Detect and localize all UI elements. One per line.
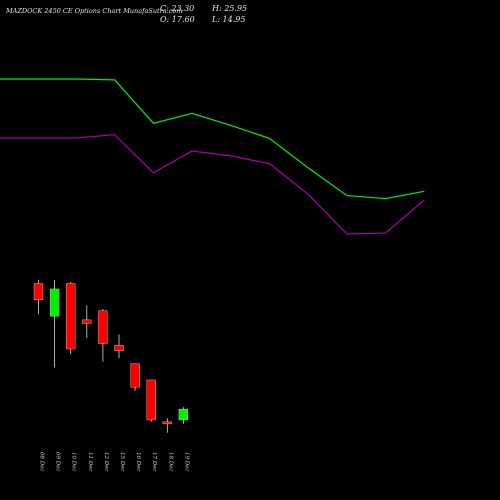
x-tick-label: 12 Dec bbox=[103, 452, 109, 472]
candle-body bbox=[33, 283, 44, 301]
series-line-1 bbox=[0, 78, 425, 200]
candle-body bbox=[130, 363, 140, 388]
candle bbox=[130, 363, 140, 391]
candle-body bbox=[82, 319, 92, 324]
x-tick-label: 10 Dec bbox=[71, 452, 77, 472]
candle bbox=[82, 305, 92, 339]
candle bbox=[33, 279, 44, 315]
high-value: H: 25.95 bbox=[212, 4, 248, 13]
candle bbox=[114, 334, 124, 359]
x-tick-label: 17 Dec bbox=[151, 452, 157, 472]
x-tick-label: 15 Dec bbox=[119, 452, 125, 472]
candle bbox=[49, 279, 60, 368]
x-tick-label: 08 Dec bbox=[39, 452, 45, 472]
candle bbox=[66, 281, 76, 355]
candle-body bbox=[98, 310, 108, 344]
x-axis-labels: 08 Dec 09 Dec 10 Dec 11 Dec 12 Dec 15 Dec 16 D… bbox=[39, 452, 190, 472]
candle-body bbox=[146, 379, 156, 421]
candle bbox=[98, 308, 108, 362]
x-tick-label: 16 Dec bbox=[135, 452, 141, 472]
candle-body bbox=[114, 345, 124, 351]
x-tick-label: 18 Dec bbox=[167, 452, 173, 472]
candle-body bbox=[66, 283, 76, 350]
indicator-lines bbox=[0, 78, 425, 235]
close-value: C: 23.30 bbox=[160, 4, 195, 13]
candle-body bbox=[162, 421, 172, 424]
x-tick-label: 19 Dec bbox=[183, 452, 189, 472]
open-value: O: 17.60 bbox=[160, 15, 195, 24]
candle bbox=[178, 407, 189, 424]
x-tick-label: 11 Dec bbox=[87, 452, 93, 472]
candle bbox=[146, 379, 156, 422]
chart-title: MAZDOCK 2450 CE Options Chart MunafaSutr… bbox=[6, 7, 183, 15]
low-value: L: 14.95 bbox=[212, 15, 246, 24]
x-tick-label: 09 Dec bbox=[55, 452, 61, 472]
series-line-2 bbox=[0, 134, 425, 235]
candle-body bbox=[178, 408, 189, 421]
candle bbox=[162, 418, 172, 433]
candles bbox=[33, 279, 189, 433]
candle-body bbox=[49, 288, 60, 317]
